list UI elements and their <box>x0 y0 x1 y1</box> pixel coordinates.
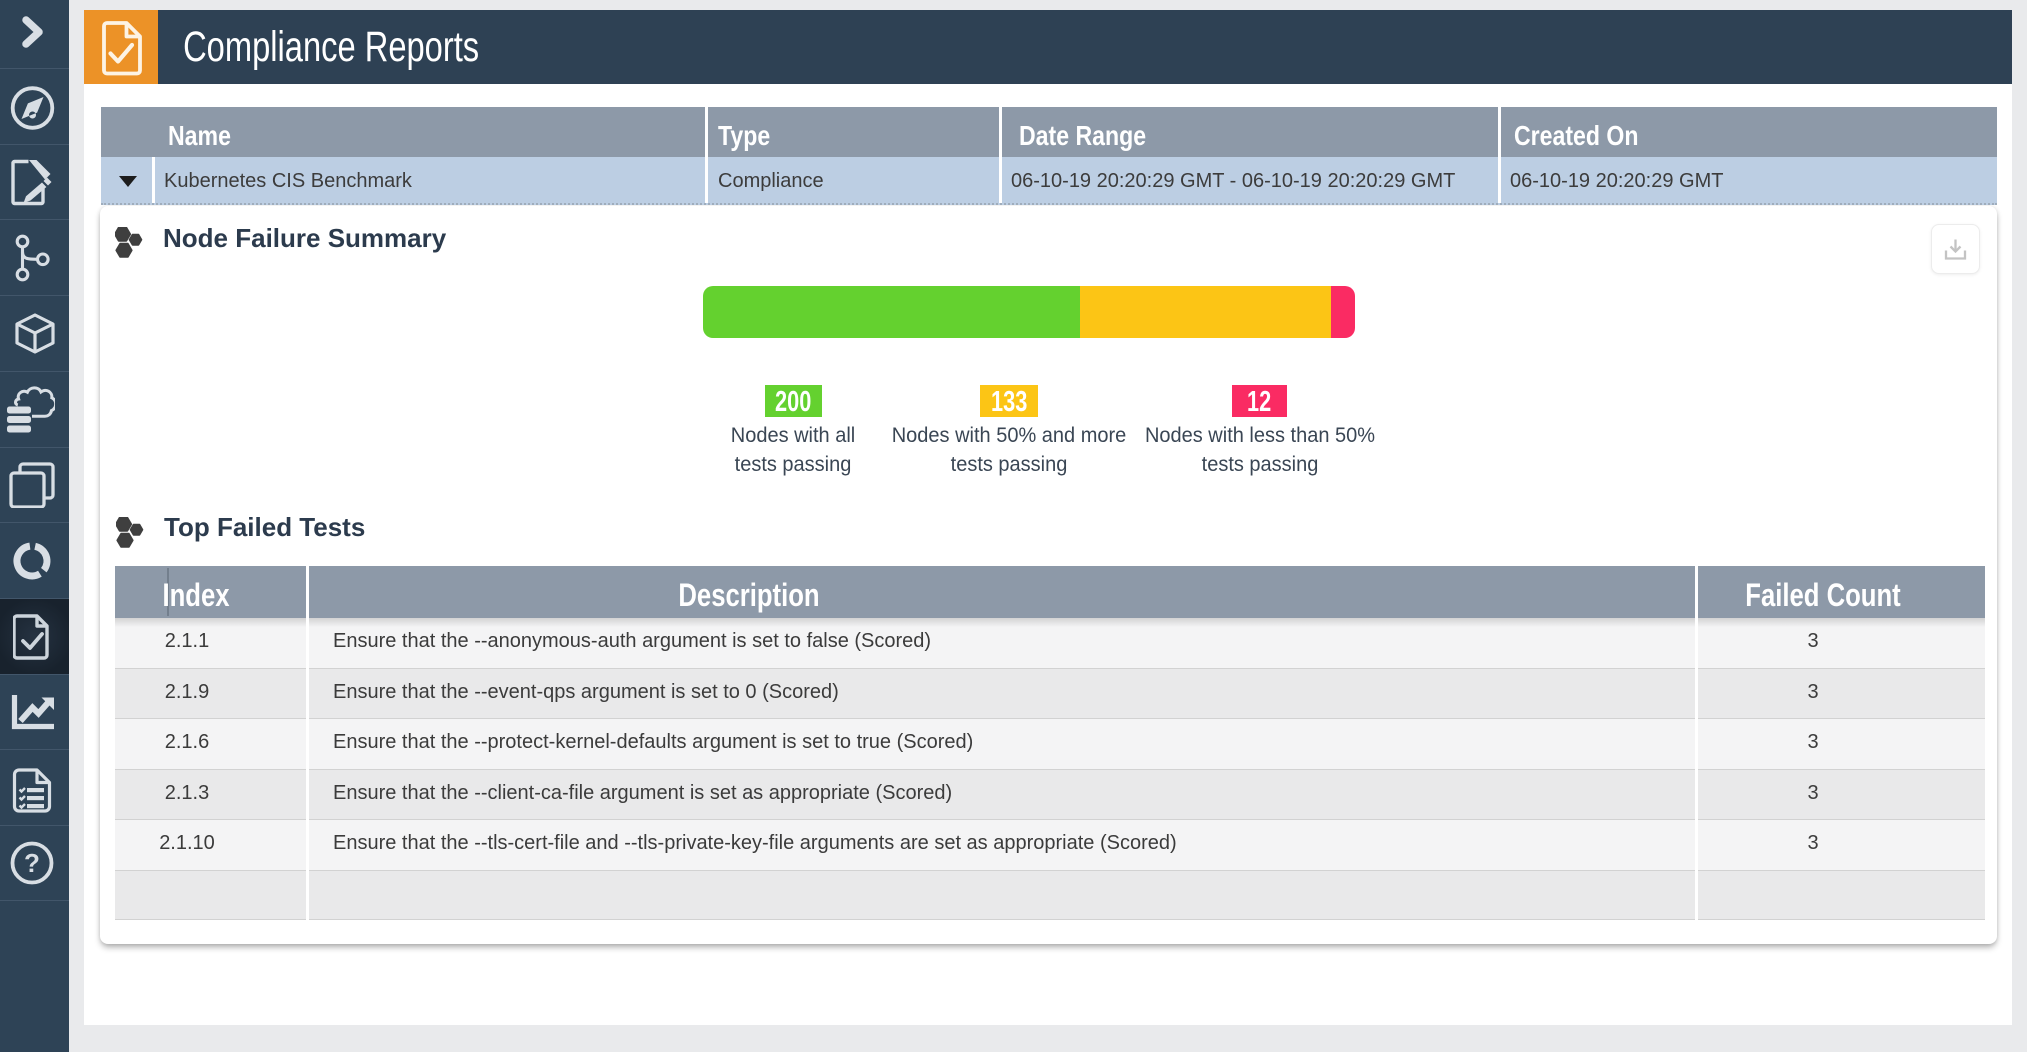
svg-text:?: ? <box>24 848 40 878</box>
